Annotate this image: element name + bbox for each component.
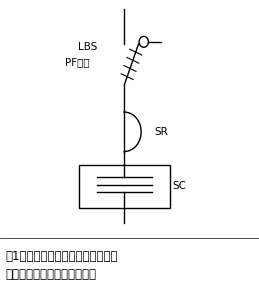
Bar	[79, 165, 170, 208]
Text: LBS: LBS	[78, 42, 97, 52]
Text: 第1図　　高圧進相コンデンサ及び: 第1図 高圧進相コンデンサ及び	[5, 250, 118, 262]
Text: 付属機器の保護回路: 付属機器の保護回路	[5, 268, 96, 281]
Text: PF付き: PF付き	[65, 57, 89, 67]
Text: SC: SC	[172, 181, 186, 191]
Text: SR: SR	[154, 127, 168, 137]
